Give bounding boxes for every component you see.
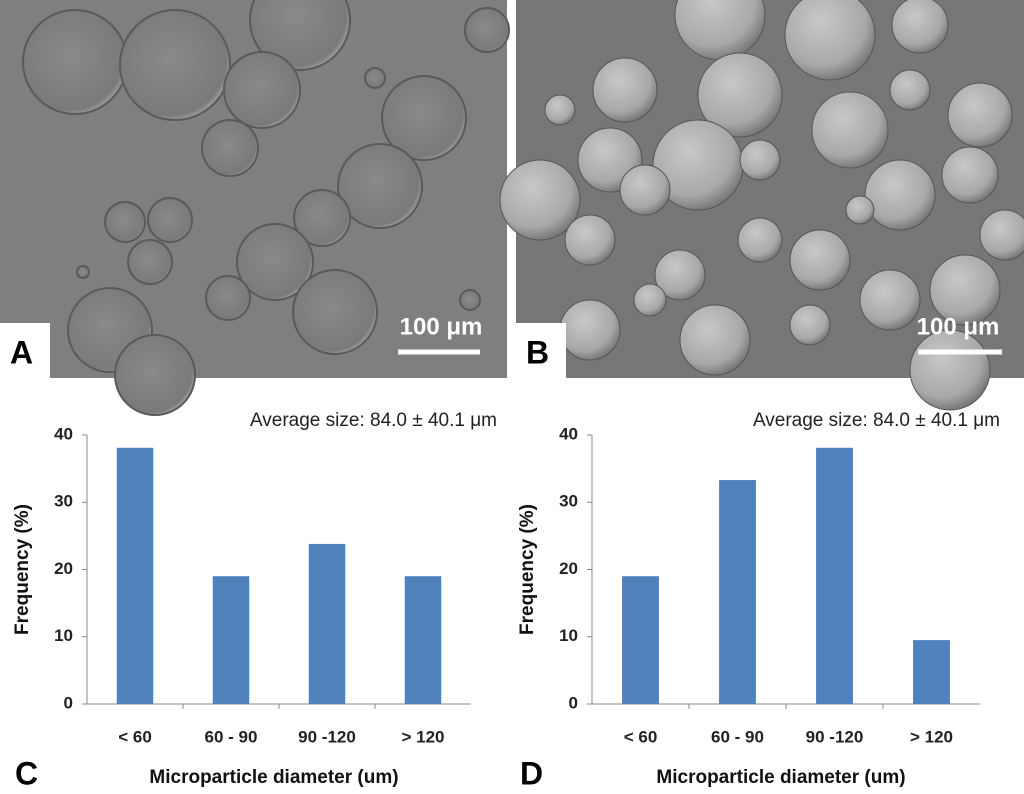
y-tick-label: 30	[559, 492, 578, 511]
y-tick-label: 20	[54, 559, 73, 578]
x-tick-label: < 60	[624, 727, 658, 746]
panel-label: D	[520, 755, 543, 791]
x-axis-title: Microparticle diameter (um)	[656, 767, 905, 788]
annotation: Average size: 84.0 ± 40.1 μm	[250, 410, 497, 431]
y-tick-label: 0	[569, 693, 578, 712]
y-tick-label: 0	[64, 693, 73, 712]
panel-label: B	[526, 334, 549, 370]
sem-image-a: A 100 μm	[0, 0, 510, 416]
bar	[212, 576, 250, 704]
panel-label: C	[15, 755, 38, 791]
bar	[719, 480, 756, 704]
y-tick-label: 30	[54, 492, 73, 511]
bar	[116, 447, 154, 704]
bar	[913, 640, 950, 704]
bar	[308, 543, 346, 704]
y-axis-title: Frequency (%)	[12, 504, 33, 635]
x-axis-title: Microparticle diameter (um)	[149, 767, 398, 788]
sem-image-b: B 100 μm	[499, 0, 1024, 411]
x-tick-label: 60 - 90	[711, 727, 764, 746]
panel-label: A	[10, 334, 33, 370]
bar	[404, 576, 442, 704]
x-tick-label: 90 -120	[298, 727, 356, 746]
y-tick-label: 40	[54, 424, 73, 443]
y-tick-label: 20	[559, 559, 578, 578]
x-tick-label: 60 - 90	[205, 727, 258, 746]
x-tick-label: > 120	[910, 727, 953, 746]
bar	[622, 576, 659, 704]
annotation: Average size: 84.0 ± 40.1 μm	[753, 410, 1000, 431]
y-tick-label: 40	[559, 424, 578, 443]
y-tick-label: 10	[54, 626, 73, 645]
x-tick-label: < 60	[118, 727, 152, 746]
scale-bar-label: 100 μm	[400, 313, 483, 340]
y-axis-title: Frequency (%)	[517, 504, 538, 635]
x-tick-label: > 120	[401, 727, 444, 746]
y-tick-label: 10	[559, 626, 578, 645]
scale-bar-label: 100 μm	[917, 313, 1000, 340]
bar	[816, 447, 853, 704]
x-tick-label: 90 -120	[806, 727, 864, 746]
